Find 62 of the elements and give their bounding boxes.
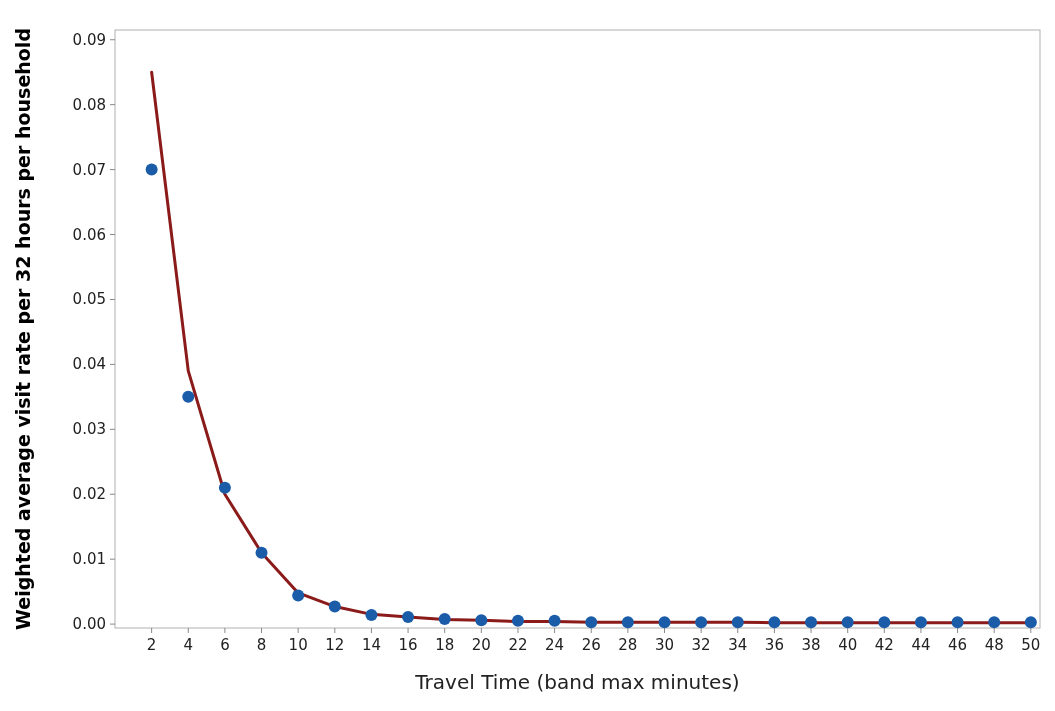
point bbox=[731, 616, 744, 629]
point bbox=[475, 614, 488, 627]
point bbox=[914, 616, 927, 629]
point bbox=[768, 616, 781, 629]
x-tick-label: 20 bbox=[471, 636, 491, 654]
y-tick-label: 0.06 bbox=[72, 225, 106, 244]
point bbox=[182, 390, 195, 403]
point bbox=[585, 616, 598, 629]
point bbox=[658, 616, 671, 629]
point bbox=[255, 546, 268, 559]
y-tick-label: 0.00 bbox=[72, 615, 106, 634]
x-tick-label: 14 bbox=[361, 636, 381, 654]
x-tick-label: 4 bbox=[183, 636, 194, 654]
x-tick-label: 10 bbox=[288, 636, 308, 654]
point bbox=[805, 616, 818, 629]
x-tick-label: 24 bbox=[545, 636, 565, 654]
x-tick-label: 48 bbox=[984, 636, 1004, 654]
x-tick-label: 50 bbox=[1021, 636, 1041, 654]
x-tick-label: 12 bbox=[325, 636, 345, 654]
y-tick-label: 0.08 bbox=[72, 95, 106, 114]
point bbox=[218, 481, 231, 494]
x-tick-label: 36 bbox=[764, 636, 784, 654]
point bbox=[511, 614, 524, 627]
point bbox=[951, 616, 964, 629]
x-tick-label: 38 bbox=[801, 636, 821, 654]
x-tick-label: 6 bbox=[220, 636, 230, 654]
point bbox=[988, 616, 1001, 629]
x-tick-label: 2 bbox=[146, 636, 157, 654]
x-tick-label: 26 bbox=[581, 636, 601, 654]
point bbox=[292, 589, 305, 602]
x-tick-label: 16 bbox=[398, 636, 418, 654]
point bbox=[328, 600, 341, 613]
y-tick-label: 0.03 bbox=[72, 420, 106, 439]
x-tick-label: 44 bbox=[911, 636, 931, 654]
point bbox=[878, 616, 891, 629]
x-tick-label: 42 bbox=[874, 636, 894, 654]
y-tick-label: 0.07 bbox=[72, 160, 106, 179]
y-tick-label: 0.09 bbox=[72, 30, 106, 49]
x-tick-label: 18 bbox=[435, 636, 455, 654]
y-tick-label: 0.04 bbox=[72, 355, 106, 374]
x-tick-label: 46 bbox=[948, 636, 968, 654]
x-axis-title: Travel Time (band max minutes) bbox=[414, 670, 740, 694]
point bbox=[548, 614, 561, 627]
point bbox=[145, 163, 158, 176]
x-tick-label: 32 bbox=[691, 636, 711, 654]
x-tick-label: 40 bbox=[838, 636, 858, 654]
x-tick-label: 30 bbox=[654, 636, 675, 654]
point bbox=[438, 612, 451, 625]
point bbox=[841, 616, 854, 629]
y-axis-title: Weighted average visit rate per 32 hours per household bbox=[12, 28, 34, 630]
point bbox=[402, 610, 415, 623]
point bbox=[365, 609, 378, 622]
y-tick-label: 0.02 bbox=[72, 485, 106, 504]
x-tick-label: 22 bbox=[508, 636, 528, 654]
x-tick-label: 28 bbox=[618, 636, 638, 654]
point bbox=[695, 616, 708, 629]
point bbox=[621, 616, 634, 629]
y-tick-label: 0.05 bbox=[72, 290, 106, 309]
x-tick-label: 8 bbox=[256, 636, 267, 654]
point bbox=[1024, 616, 1037, 629]
y-tick-label: 0.01 bbox=[72, 550, 106, 569]
x-tick-label: 34 bbox=[728, 636, 748, 654]
